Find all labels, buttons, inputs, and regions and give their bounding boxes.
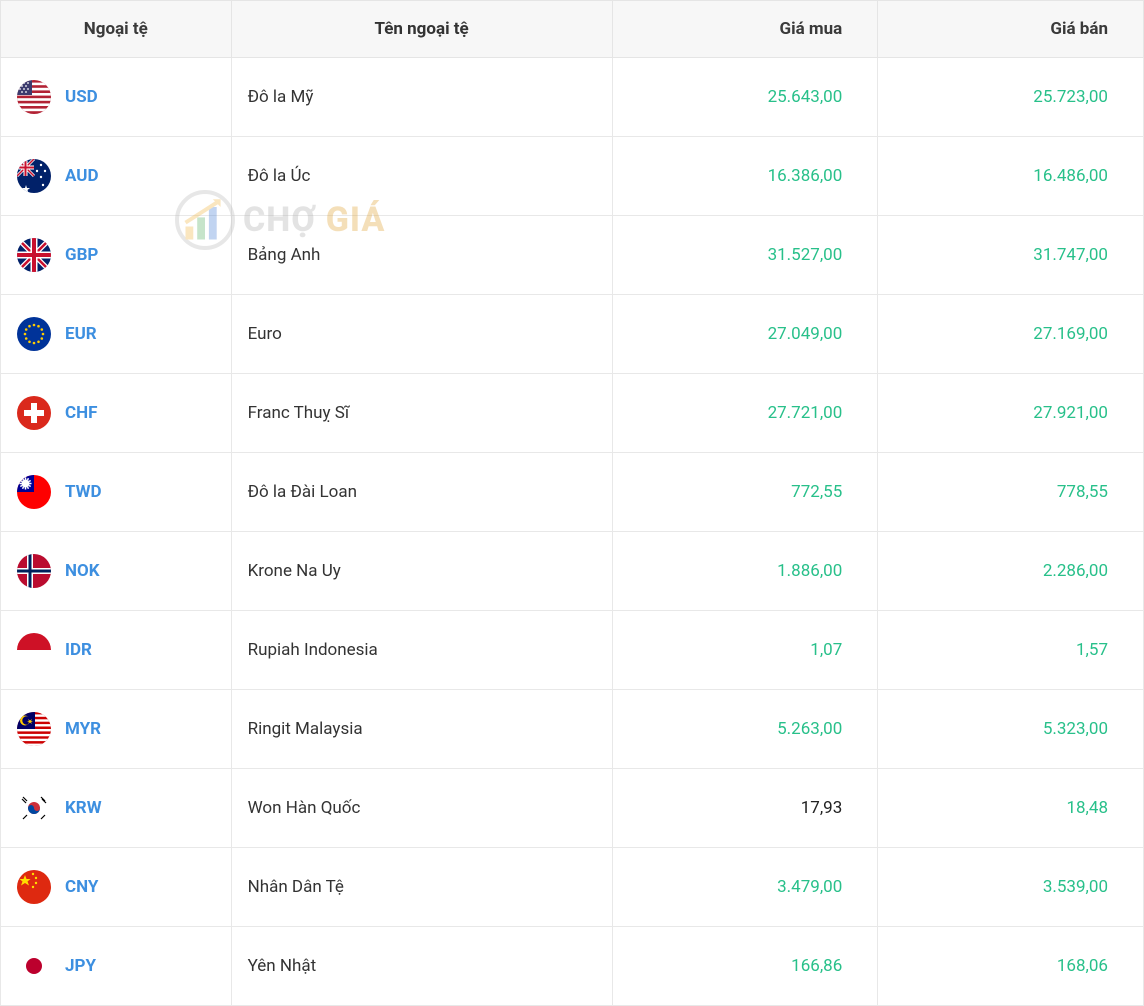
cell-sell: 5.323,00	[878, 690, 1144, 769]
cell-currency: GBP	[1, 216, 232, 295]
cell-sell: 778,55	[878, 453, 1144, 532]
currency-link-gbp[interactable]: GBP	[65, 245, 98, 265]
cell-sell: 25.723,00	[878, 58, 1144, 137]
cell-sell: 1,57	[878, 611, 1144, 690]
cell-currency: AUD	[1, 137, 232, 216]
gb-flag-icon	[17, 238, 51, 272]
header-buy: Giá mua	[612, 1, 878, 58]
cell-buy: 27.049,00	[612, 295, 878, 374]
cn-flag-icon	[17, 870, 51, 904]
currency-link-myr[interactable]: MYR	[65, 719, 101, 739]
currency-link-idr[interactable]: IDR	[65, 640, 92, 660]
table-row: CNY Nhân Dân Tệ3.479,003.539,00	[1, 848, 1144, 927]
cell-currency: USD	[1, 58, 232, 137]
currency-link-eur[interactable]: EUR	[65, 324, 97, 344]
header-currency: Ngoại tệ	[1, 1, 232, 58]
no-flag-icon	[17, 554, 51, 588]
currency-link-jpy[interactable]: JPY	[65, 956, 96, 976]
currency-link-chf[interactable]: CHF	[65, 403, 97, 423]
au-flag-icon	[17, 159, 51, 193]
cell-buy: 772,55	[612, 453, 878, 532]
cell-buy: 31.527,00	[612, 216, 878, 295]
table-row: AUD Đô la Úc16.386,0016.486,00	[1, 137, 1144, 216]
cell-buy: 25.643,00	[612, 58, 878, 137]
table-row: CHF Franc Thuỵ Sĩ27.721,0027.921,00	[1, 374, 1144, 453]
table-row: EUR Euro27.049,0027.169,00	[1, 295, 1144, 374]
cell-name: Won Hàn Quốc	[231, 769, 612, 848]
cell-buy: 5.263,00	[612, 690, 878, 769]
cell-name: Ringit Malaysia	[231, 690, 612, 769]
cell-sell: 27.169,00	[878, 295, 1144, 374]
cell-currency: NOK	[1, 532, 232, 611]
cell-buy: 3.479,00	[612, 848, 878, 927]
cell-name: Euro	[231, 295, 612, 374]
cell-name: Đô la Đài Loan	[231, 453, 612, 532]
cell-name: Rupiah Indonesia	[231, 611, 612, 690]
cell-currency: EUR	[1, 295, 232, 374]
cell-currency: JPY	[1, 927, 232, 1006]
currency-link-cny[interactable]: CNY	[65, 877, 98, 897]
currency-link-aud[interactable]: AUD	[65, 166, 99, 186]
eu-flag-icon	[17, 317, 51, 351]
cell-sell: 31.747,00	[878, 216, 1144, 295]
cell-sell: 3.539,00	[878, 848, 1144, 927]
cell-name: Đô la Úc	[231, 137, 612, 216]
currency-link-krw[interactable]: KRW	[65, 798, 102, 818]
kr-flag-icon	[17, 791, 51, 825]
header-name: Tên ngoại tệ	[231, 1, 612, 58]
jp-flag-icon	[17, 949, 51, 983]
cell-currency: KRW	[1, 769, 232, 848]
table-row: KRW Won Hàn Quốc17,9318,48	[1, 769, 1144, 848]
cell-name: Krone Na Uy	[231, 532, 612, 611]
cell-currency: CHF	[1, 374, 232, 453]
cell-buy: 16.386,00	[612, 137, 878, 216]
ch-flag-icon	[17, 396, 51, 430]
currency-link-usd[interactable]: USD	[65, 87, 98, 107]
cell-sell: 168,06	[878, 927, 1144, 1006]
table-row: JPY Yên Nhật166,86168,06	[1, 927, 1144, 1006]
currency-link-twd[interactable]: TWD	[65, 482, 102, 502]
cell-sell: 27.921,00	[878, 374, 1144, 453]
id-flag-icon	[17, 633, 51, 667]
cell-buy: 166,86	[612, 927, 878, 1006]
table-row: TWD Đô la Đài Loan772,55778,55	[1, 453, 1144, 532]
table-row: IDR Rupiah Indonesia1,071,57	[1, 611, 1144, 690]
us-flag-icon	[17, 80, 51, 114]
cell-sell: 2.286,00	[878, 532, 1144, 611]
table-row: NOK Krone Na Uy1.886,002.286,00	[1, 532, 1144, 611]
exchange-rate-table: Ngoại tệ Tên ngoại tệ Giá mua Giá bán US…	[0, 0, 1144, 1006]
tw-flag-icon	[17, 475, 51, 509]
cell-name: Nhân Dân Tệ	[231, 848, 612, 927]
cell-currency: CNY	[1, 848, 232, 927]
cell-currency: MYR	[1, 690, 232, 769]
table-header-row: Ngoại tệ Tên ngoại tệ Giá mua Giá bán	[1, 1, 1144, 58]
cell-name: Bảng Anh	[231, 216, 612, 295]
cell-name: Yên Nhật	[231, 927, 612, 1006]
my-flag-icon	[17, 712, 51, 746]
header-sell: Giá bán	[878, 1, 1144, 58]
cell-buy: 17,93	[612, 769, 878, 848]
cell-sell: 18,48	[878, 769, 1144, 848]
table-row: MYR Ringit Malaysia5.263,005.323,00	[1, 690, 1144, 769]
cell-buy: 1,07	[612, 611, 878, 690]
cell-currency: IDR	[1, 611, 232, 690]
cell-currency: TWD	[1, 453, 232, 532]
table-row: GBP Bảng Anh31.527,0031.747,00	[1, 216, 1144, 295]
cell-buy: 27.721,00	[612, 374, 878, 453]
cell-name: Đô la Mỹ	[231, 58, 612, 137]
currency-link-nok[interactable]: NOK	[65, 561, 100, 581]
table-row: USD Đô la Mỹ25.643,0025.723,00	[1, 58, 1144, 137]
cell-name: Franc Thuỵ Sĩ	[231, 374, 612, 453]
cell-sell: 16.486,00	[878, 137, 1144, 216]
cell-buy: 1.886,00	[612, 532, 878, 611]
